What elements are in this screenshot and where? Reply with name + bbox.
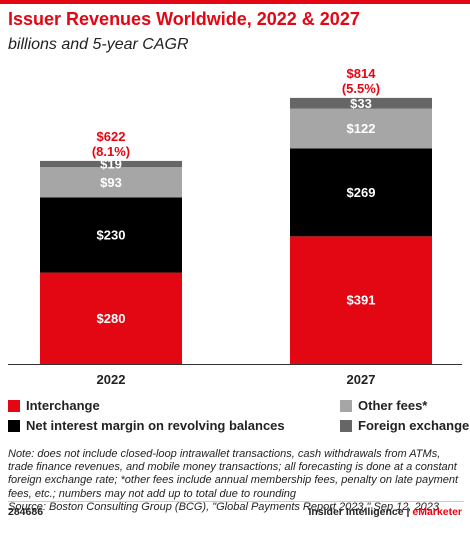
bar-foreign-exchange-2027: [290, 97, 432, 109]
cagr-label-2022: (8.1%): [92, 144, 130, 159]
bar-label-foreign-exchange-2022: $19: [100, 157, 122, 172]
legend-item-other-fees: Other fees*: [340, 398, 427, 413]
footnote-note: Note: does not include closed-loop intra…: [8, 448, 459, 500]
legend-item-net-interest: Net interest margin on revolving balance…: [8, 418, 285, 433]
total-label-2022: $622: [97, 129, 126, 144]
cagr-label-2027: (5.5%): [342, 81, 380, 96]
legend-label-foreign-exchange: Foreign exchange: [358, 418, 470, 433]
legend-item-foreign-exchange: Foreign exchange: [340, 418, 469, 433]
legend-swatch-interchange: [8, 399, 20, 412]
bar-label-interchange-2022: $280: [97, 311, 126, 326]
bar-foreign-exchange-2022: [40, 160, 182, 168]
legend-label-net-interest: Net interest margin on revolving balance…: [26, 418, 285, 433]
bar-label-net-interest-margin-on-revolving-balances-2022: $230: [97, 228, 126, 243]
brand-accent: eMarketer: [412, 506, 462, 518]
x-tick-label-2027: 2027: [347, 372, 376, 387]
top-accent-bar: [0, 0, 470, 4]
legend-swatch-net-interest: [8, 419, 20, 432]
bar-other-fees-2027: [290, 108, 432, 149]
legend-swatch-other-fees: [340, 399, 352, 412]
brand-credit: Insider Intelligence | eMarketer: [308, 506, 462, 518]
total-label-2027: $814: [347, 66, 377, 81]
bar-other-fees-2022: [40, 167, 182, 198]
bar-interchange-2027: [290, 236, 432, 364]
legend-label-interchange: Interchange: [26, 398, 100, 413]
bar-net-interest-margin-on-revolving-balances-2027: [290, 148, 432, 237]
legend-swatch-foreign-exchange: [340, 419, 352, 432]
bar-label-net-interest-margin-on-revolving-balances-2027: $269: [347, 185, 376, 200]
chart-title: Issuer Revenues Worldwide, 2022 & 2027: [8, 9, 360, 29]
x-tick-label-2022: 2022: [97, 372, 126, 387]
brand-main: Insider Intelligence: [308, 506, 404, 518]
bar-label-interchange-2027: $391: [347, 293, 376, 308]
brand-separator: |: [403, 506, 413, 518]
chart-subtitle: billions and 5-year CAGR: [8, 36, 189, 53]
footer-divider: [8, 501, 464, 502]
legend-label-other-fees: Other fees*: [358, 398, 428, 413]
bar-label-foreign-exchange-2027: $33: [350, 96, 372, 111]
footnote-source: Source: Boston Consulting Group (BCG), "…: [8, 500, 439, 513]
bar-net-interest-margin-on-revolving-balances-2022: [40, 197, 182, 273]
footnote: Note: does not include closed-loop intra…: [8, 448, 464, 514]
bar-label-other-fees-2027: $122: [347, 121, 376, 136]
bar-label-other-fees-2022: $93: [100, 175, 122, 190]
chart-id: 284686: [8, 506, 44, 518]
bar-interchange-2022: [40, 272, 182, 364]
legend-item-interchange: Interchange: [8, 398, 100, 413]
